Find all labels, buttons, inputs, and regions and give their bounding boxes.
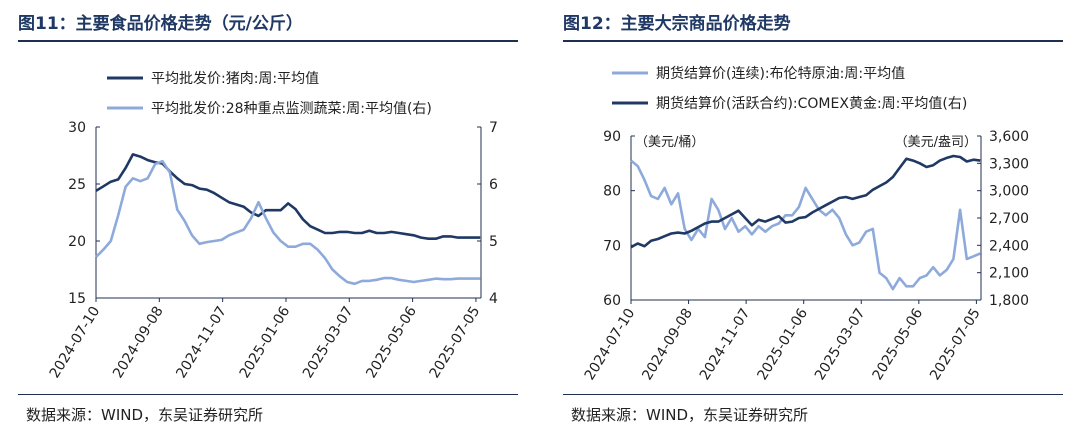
y-left-unit-label: （美元/桶）	[635, 135, 704, 150]
y-left-tick-label: 60	[603, 293, 621, 309]
y-right-tick-label: 3,300	[989, 156, 1029, 172]
y-right-tick-label: 3,600	[989, 129, 1029, 145]
x-tick-label: 2025-07-05	[427, 304, 484, 381]
title-rule	[18, 40, 518, 42]
legend-label-0: 期货结算价(连续):布伦特原油:周:平均值	[656, 65, 905, 82]
x-tick-label: 2025-01-06	[237, 304, 294, 382]
x-tick-label: 2024-11-07	[697, 306, 754, 383]
x-tick-label: 2025-03-07	[300, 304, 357, 381]
title-rule	[563, 40, 1063, 42]
legend-label-1: 期货结算价(活跃合约):COMEX黄金:周:平均值(右)	[656, 95, 967, 112]
x-tick-label: 2024-07-10	[47, 304, 104, 381]
figure-12-source: 数据来源：WIND，东吴证券研究所	[571, 406, 809, 424]
x-tick-label: 2024-11-07	[173, 304, 230, 381]
y-left-tick-label: 30	[68, 120, 86, 136]
source-rule	[18, 394, 518, 395]
y-left-tick-label: 20	[68, 234, 86, 250]
y-left-tick-label: 25	[68, 177, 86, 193]
x-tick-label: 2024-07-10	[582, 306, 639, 383]
food-price-chart: 30 25 20 15 7 6 5 4 2024-07-10 2024-09-08 2024-11-…	[47, 71, 498, 382]
y-right-tick-label: 7	[489, 120, 498, 136]
y-right-tick-label: 1,800	[989, 293, 1029, 309]
y-right-tick-label: 5	[489, 234, 498, 250]
y-left-tick-label: 80	[603, 184, 621, 200]
x-tick-label: 2025-05-06	[870, 306, 927, 384]
y-left-tick-label: 15	[68, 291, 86, 307]
legend-label-0: 平均批发价:猪肉:周:平均值	[151, 71, 319, 87]
x-tick-label: 2024-09-08	[639, 306, 696, 383]
x-tick-label: 2024-09-08	[110, 304, 167, 381]
figure-11-panel: 图11：主要食品价格走势（元/公斤） 30 25 20 15 7 6 5 4 2024-07-1…	[0, 0, 520, 443]
y-right-tick-label: 6	[489, 177, 498, 193]
figure-11-title: 图11：主要食品价格走势（元/公斤）	[18, 14, 303, 34]
figure-11-source: 数据来源：WIND，东吴证券研究所	[26, 406, 264, 424]
y-right-tick-label: 2,100	[989, 266, 1029, 282]
y-right-tick-label: 2,700	[989, 211, 1029, 227]
series-line-0	[630, 159, 981, 291]
legend-label-1: 平均批发价:28种重点监测蔬菜:周:平均值(右)	[151, 101, 432, 117]
x-tick-label: 2025-07-05	[927, 306, 984, 383]
x-tick-label: 2025-01-06	[754, 306, 811, 384]
y-left-tick-label: 90	[603, 129, 621, 145]
y-right-tick-label: 2,400	[989, 238, 1029, 254]
figure-12-panel: 图12：主要大宗商品价格走势 90 80 70 60 3,600 3,300 3,000 2,…	[545, 0, 1065, 443]
series-line-1	[630, 154, 981, 249]
x-tick-label: 2025-03-07	[812, 306, 869, 383]
commodity-price-chart: 90 80 70 60 3,600 3,300 3,000 2,700 2,400 2,100 1,…	[582, 65, 1029, 384]
figure-12-title: 图12：主要大宗商品价格走势	[563, 14, 791, 34]
y-left-tick-label: 70	[603, 238, 621, 254]
series-line-1	[95, 159, 481, 286]
y-right-unit-label: （美元/盎司）	[895, 135, 977, 150]
y-right-tick-label: 3,000	[989, 184, 1029, 200]
x-tick-label: 2025-05-06	[363, 304, 420, 382]
y-right-tick-label: 4	[489, 291, 498, 307]
source-rule	[563, 394, 1063, 395]
